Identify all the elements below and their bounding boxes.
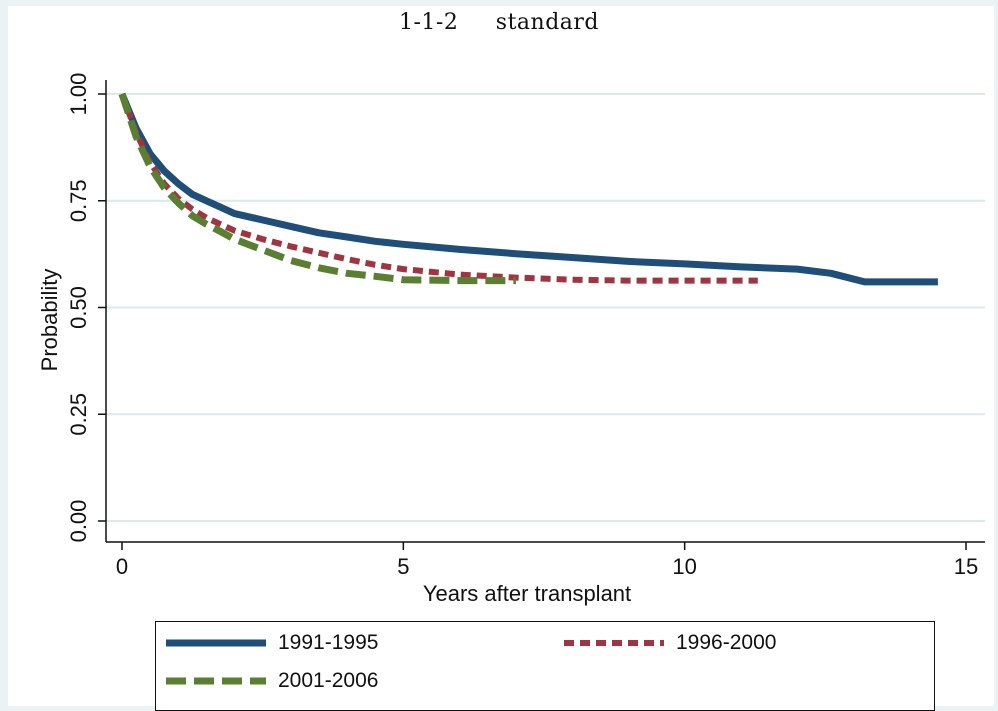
legend-label: 2001-2006 — [278, 669, 379, 692]
chart-title: 1-1-2 standard — [398, 10, 600, 35]
y-tick-label: 1.00 — [66, 73, 91, 116]
y-tick-label: 0.75 — [66, 179, 91, 222]
x-tick-label: 15 — [954, 554, 978, 579]
y-tick-label: 0.00 — [66, 500, 91, 543]
x-tick-label: 5 — [397, 554, 409, 579]
legend-swatch-1996-2000 — [564, 640, 664, 646]
legend-item-1991-1995: 1991-1995 — [166, 631, 378, 655]
gridlines — [106, 93, 985, 522]
series-lines — [118, 92, 938, 286]
legend-label: 1991-1995 — [278, 631, 379, 654]
y-tick-label: 0.25 — [66, 393, 91, 436]
plot-background — [8, 6, 994, 706]
legend: 1991-1995 1996-2000 2001-2006 — [155, 621, 935, 711]
series-line-1996-2000 — [119, 92, 758, 284]
legend-item-1996-2000: 1996-2000 — [564, 631, 776, 655]
x-tick-label: 10 — [672, 554, 696, 579]
series-line-1991-1995 — [118, 92, 938, 286]
y-axis-label: Probability — [37, 269, 62, 372]
legend-swatch-1991-1995 — [166, 639, 266, 647]
axes: 0.00 0.25 0.50 0.75 1.00 0 5 10 15 — [66, 73, 985, 579]
x-axis-label: Years after transplant — [423, 581, 631, 606]
x-tick-label: 0 — [116, 554, 128, 579]
y-tick-label: 0.50 — [66, 286, 91, 329]
legend-swatch-2001-2006 — [166, 677, 266, 685]
legend-label: 1996-2000 — [676, 631, 777, 654]
series-line-2001-2006 — [118, 92, 516, 285]
legend-item-2001-2006: 2001-2006 — [166, 669, 378, 693]
